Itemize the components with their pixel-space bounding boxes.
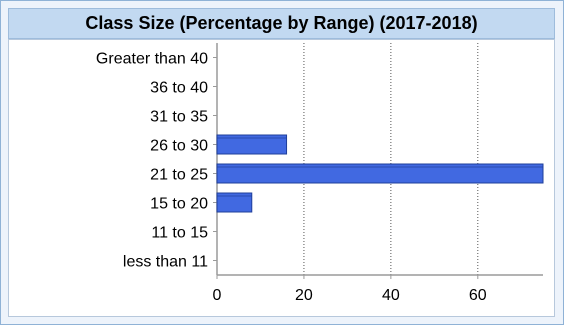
y-tick-label: 15 to 20: [150, 196, 208, 213]
y-tick-label: 31 to 35: [150, 109, 208, 126]
x-tick-label: 40: [382, 287, 400, 304]
y-tick-label: Greater than 40: [96, 51, 208, 68]
bar-3: [216, 134, 288, 155]
bar-4: [216, 163, 544, 184]
bar-5: [216, 192, 253, 213]
x-tick-label: 20: [295, 287, 313, 304]
chart-title: Class Size (Percentage by Range) (2017-2…: [85, 13, 478, 33]
y-tick-label: 11 to 15: [151, 225, 208, 242]
y-tick-label: less than 11: [123, 254, 208, 271]
y-tick-label: 26 to 30: [150, 138, 208, 155]
y-tick-label: 21 to 25: [150, 167, 208, 184]
x-tick-label: 0: [213, 287, 222, 304]
title-bar: Class Size (Percentage by Range) (2017-2…: [8, 8, 555, 39]
y-tick-label: 36 to 40: [150, 80, 208, 97]
x-tick-label: 60: [469, 287, 487, 304]
